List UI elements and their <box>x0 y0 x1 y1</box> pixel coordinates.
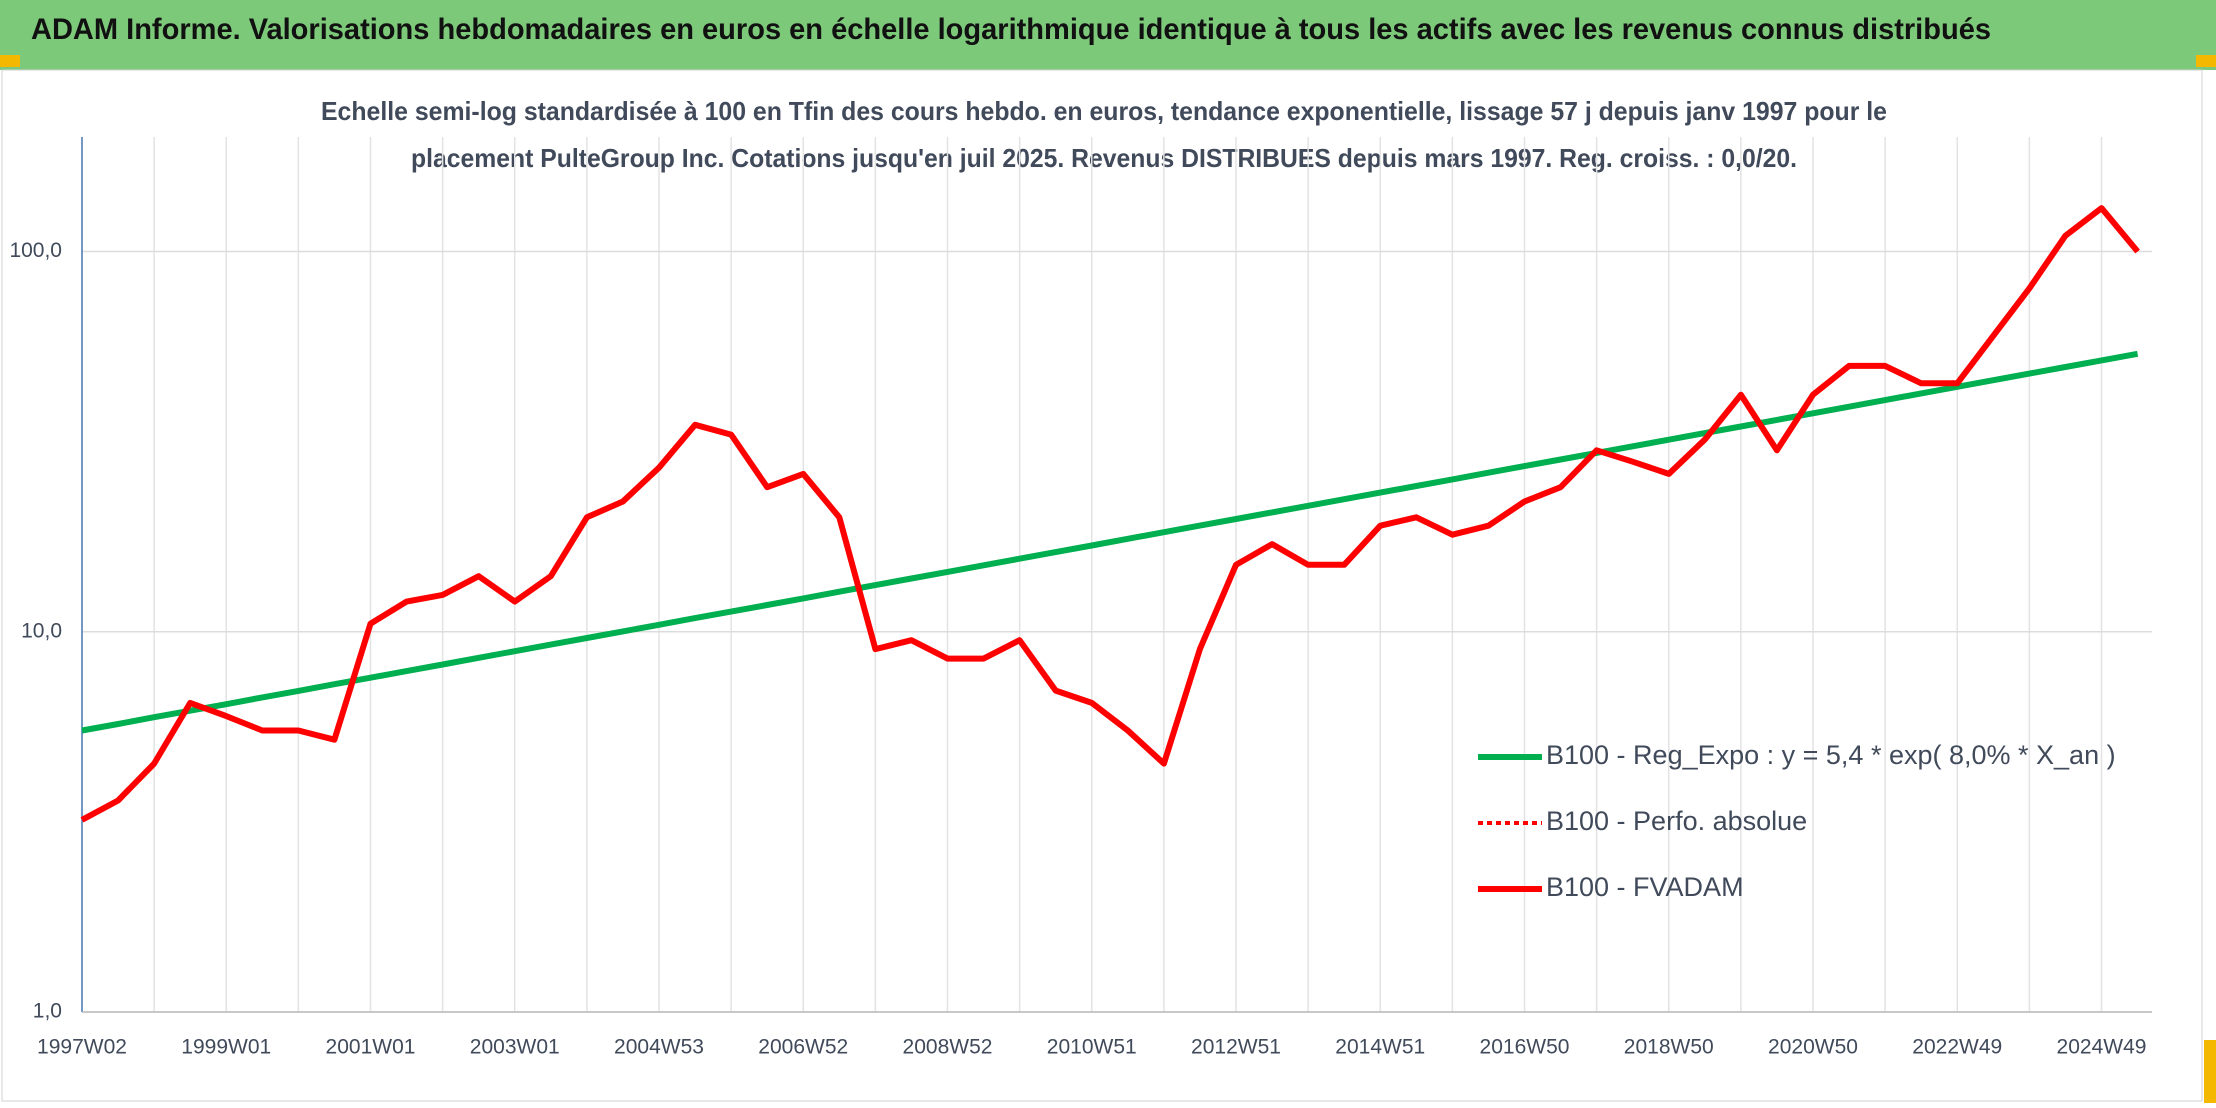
legend-label: B100 - Perfo. absolue <box>1546 806 1807 836</box>
corner <box>2204 1040 2216 1103</box>
y-tick-label: 10,0 <box>21 619 62 642</box>
x-tick-label: 2012W51 <box>1191 1036 1281 1059</box>
x-tick-label: 1999W01 <box>181 1036 271 1059</box>
y-tick-label: 100,0 <box>9 239 62 262</box>
x-tick-label: 2018W50 <box>1624 1036 1714 1059</box>
series-line <box>81 206 2140 822</box>
x-tick-label: 2001W01 <box>326 1036 416 1059</box>
page-title: ADAM Informe. Valorisations hebdomadaire… <box>31 13 1991 46</box>
chart-subtitle: Echelle semi-log standardisée à 100 en T… <box>321 96 1887 126</box>
chart-subtitle: placement PulteGroup Inc. Cotations jusq… <box>411 143 1797 173</box>
x-tick-label: 2016W50 <box>1480 1036 1570 1059</box>
corner <box>2196 55 2216 67</box>
x-tick-label: 2024W49 <box>2057 1036 2147 1059</box>
series-line <box>81 350 2139 734</box>
legend-label: B100 - FVADAM <box>1546 872 1744 902</box>
title-bar <box>0 0 2216 70</box>
x-tick-label: 2022W49 <box>1912 1036 2002 1059</box>
x-tick-label: 2010W51 <box>1047 1036 1137 1059</box>
x-tick-label: 2020W50 <box>1768 1036 1858 1059</box>
x-tick-label: 2003W01 <box>470 1036 560 1059</box>
x-tick-label: 2004W53 <box>614 1036 704 1059</box>
x-tick-label: 2008W52 <box>903 1036 993 1059</box>
x-tick-label: 2006W52 <box>758 1036 848 1059</box>
y-tick-label: 1,0 <box>33 1000 62 1023</box>
series-line <box>80 205 2140 823</box>
x-tick-label: 1997W02 <box>37 1036 127 1059</box>
frame <box>1 69 2203 1102</box>
x-tick-label: 2014W51 <box>1335 1036 1425 1059</box>
corner <box>0 55 20 67</box>
legend-label: B100 - Reg_Expo : y = 5,4 * exp( 8,0% * … <box>1546 740 2116 770</box>
